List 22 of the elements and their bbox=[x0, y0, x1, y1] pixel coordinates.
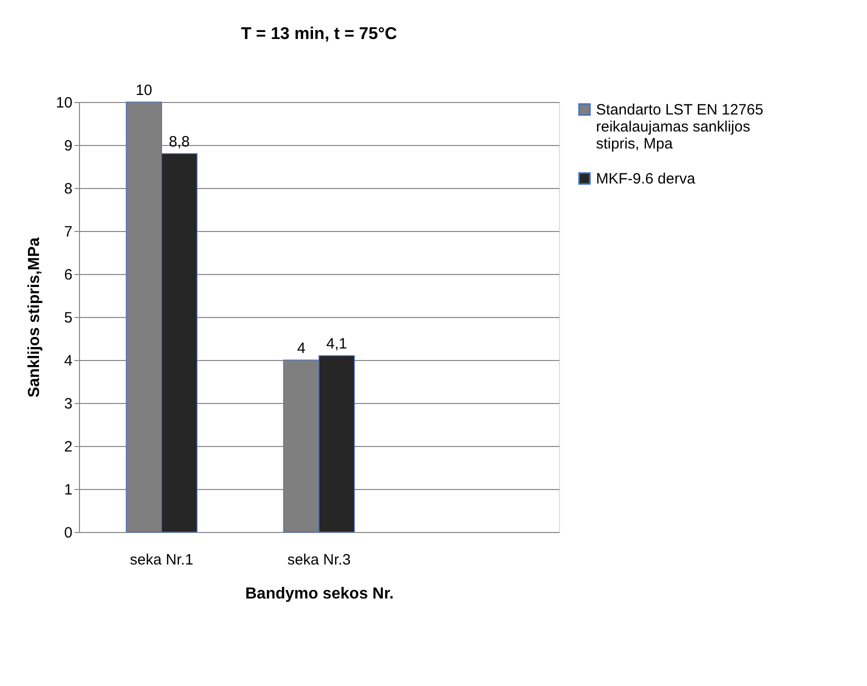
y-tick-label: 10 bbox=[56, 94, 72, 112]
y-tick-label: 1 bbox=[64, 482, 72, 498]
legend-label: MKF-9.6 derva bbox=[596, 170, 696, 188]
y-tick-label: 3 bbox=[64, 396, 72, 412]
x-tick-label: seka Nr.3 bbox=[287, 552, 351, 568]
data-label: 4,1 bbox=[326, 336, 348, 353]
data-label: 4 bbox=[297, 340, 306, 357]
data-label: 10 bbox=[136, 82, 152, 99]
data-label: 8,8 bbox=[168, 134, 190, 151]
x-axis-title: Bandymo sekos Nr. bbox=[245, 586, 394, 602]
y-tick-label: 0 bbox=[64, 524, 72, 542]
y-axis-title: Sanklijos stipris,MPa bbox=[26, 237, 43, 398]
chart-title: T = 13 min, t = 75°C bbox=[240, 24, 398, 43]
y-tick-label: 2 bbox=[64, 438, 72, 456]
y-tick-label: 5 bbox=[64, 310, 72, 326]
y-tick-label: 9 bbox=[64, 138, 72, 154]
y-tick-label: 8 bbox=[64, 180, 72, 198]
x-tick-label: seka Nr.1 bbox=[130, 552, 194, 568]
legend-label: Standarto LST EN 12765 reikalaujamas sanklijos stipris, Mpa bbox=[596, 102, 764, 152]
y-tick-label: 6 bbox=[64, 266, 72, 284]
y-tick-label: 4 bbox=[64, 352, 72, 370]
y-tick-label: 7 bbox=[64, 224, 72, 240]
